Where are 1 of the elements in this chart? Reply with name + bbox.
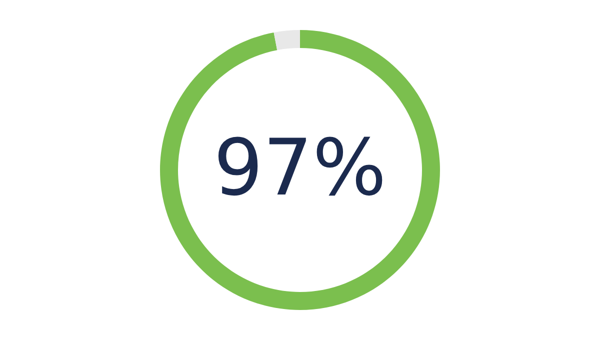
- text: 97%: [218, 136, 382, 196]
